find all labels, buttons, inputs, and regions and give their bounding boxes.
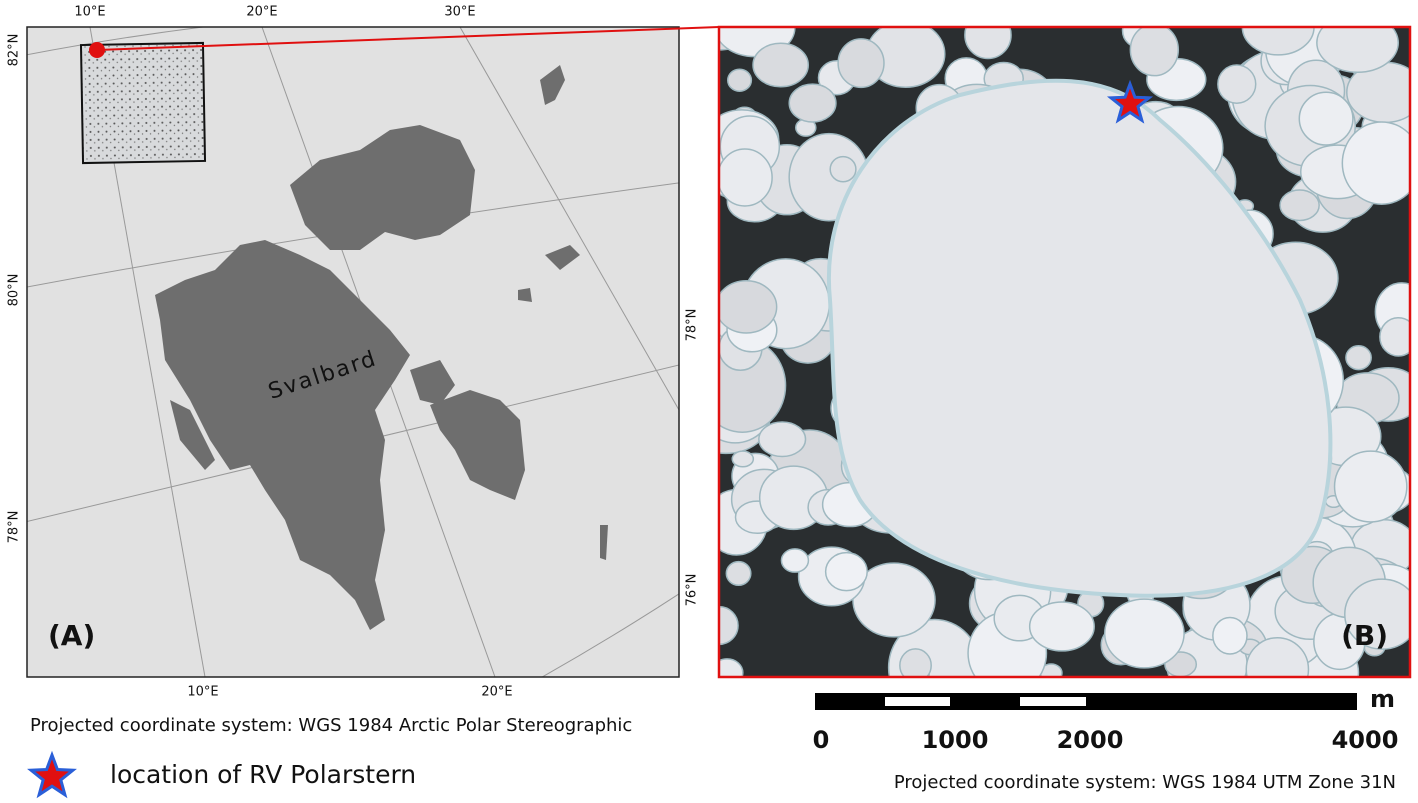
panel-a: Svalbard (A) 10°E 20°E 30°E 10°E 20°E 82… [7, 5, 700, 700]
scale-unit: m [1370, 685, 1395, 713]
ice-floe [1279, 189, 1320, 222]
lat-label: 80°N [7, 274, 22, 307]
inset-location [89, 42, 105, 58]
ice-floe [1316, 27, 1399, 73]
ice-floe [1129, 27, 1180, 77]
lat-label: 78°N [685, 309, 700, 342]
panel-label: (B) [1341, 619, 1388, 652]
ice-floe [752, 42, 809, 88]
lat-label: 82°N [7, 34, 22, 67]
ice-floe [1103, 598, 1185, 669]
map-frame [26, 26, 680, 678]
polarstern-marker [1106, 79, 1154, 124]
scale-bar: m 0 1000 2000 4000 [813, 685, 1399, 754]
lon-label: 20°E [481, 685, 512, 700]
ice-floes [719, 27, 1410, 677]
lon-label: 30°E [444, 5, 475, 20]
ice-floe [725, 560, 752, 587]
ice-floe [1333, 450, 1408, 523]
scale-label: 1000 [922, 726, 989, 754]
main-floe [826, 78, 1333, 598]
ice-floe [1379, 316, 1410, 357]
connector-line [96, 26, 720, 51]
landmass [155, 65, 608, 630]
ice-floe [1217, 64, 1257, 104]
panel-b: (B) [717, 25, 1412, 679]
image-frame [717, 25, 1412, 679]
ice-floe [837, 38, 885, 89]
ice-floe [1341, 121, 1410, 205]
panel-label: (A) [48, 619, 95, 652]
scale-label: 2000 [1057, 726, 1124, 754]
ice-floe [829, 155, 857, 183]
ice-floe [719, 658, 744, 677]
ice-floe [1212, 616, 1248, 655]
lon-label: 10°E [187, 685, 218, 700]
ice-floe [758, 421, 807, 458]
ice-floe [899, 648, 932, 677]
ice-floe [1245, 636, 1310, 677]
ice-floe [1345, 345, 1372, 371]
ice-floe [852, 562, 936, 638]
ice-floe [719, 280, 778, 334]
ice-floe [1298, 91, 1354, 146]
legend-marker [27, 750, 77, 799]
ice-floe [788, 83, 837, 123]
lon-label: 10°E [74, 5, 105, 20]
inset-image-footprint [79, 41, 207, 165]
legend-label: location of RV Polarstern [110, 760, 416, 789]
ice-floe [780, 548, 810, 573]
ice-floe [719, 148, 773, 207]
scale-label: 4000 [1332, 726, 1399, 754]
ice-floe [824, 551, 868, 592]
lon-label: 20°E [246, 5, 277, 20]
scale-label: 0 [813, 726, 830, 754]
ice-floe [964, 27, 1012, 60]
scale-bar-segment [885, 697, 950, 706]
crs-label: Projected coordinate system: WGS 1984 Ar… [30, 715, 632, 736]
ice-floe [1028, 601, 1095, 652]
ice-floe [727, 68, 753, 92]
lat-label: 78°N [7, 511, 22, 544]
lat-label: 76°N [685, 574, 700, 607]
ice-floe [731, 450, 755, 468]
crs-label: Projected coordinate system: WGS 1984 UT… [894, 772, 1396, 793]
scale-bar-segment [1020, 697, 1086, 706]
ice-floe [1344, 578, 1410, 650]
